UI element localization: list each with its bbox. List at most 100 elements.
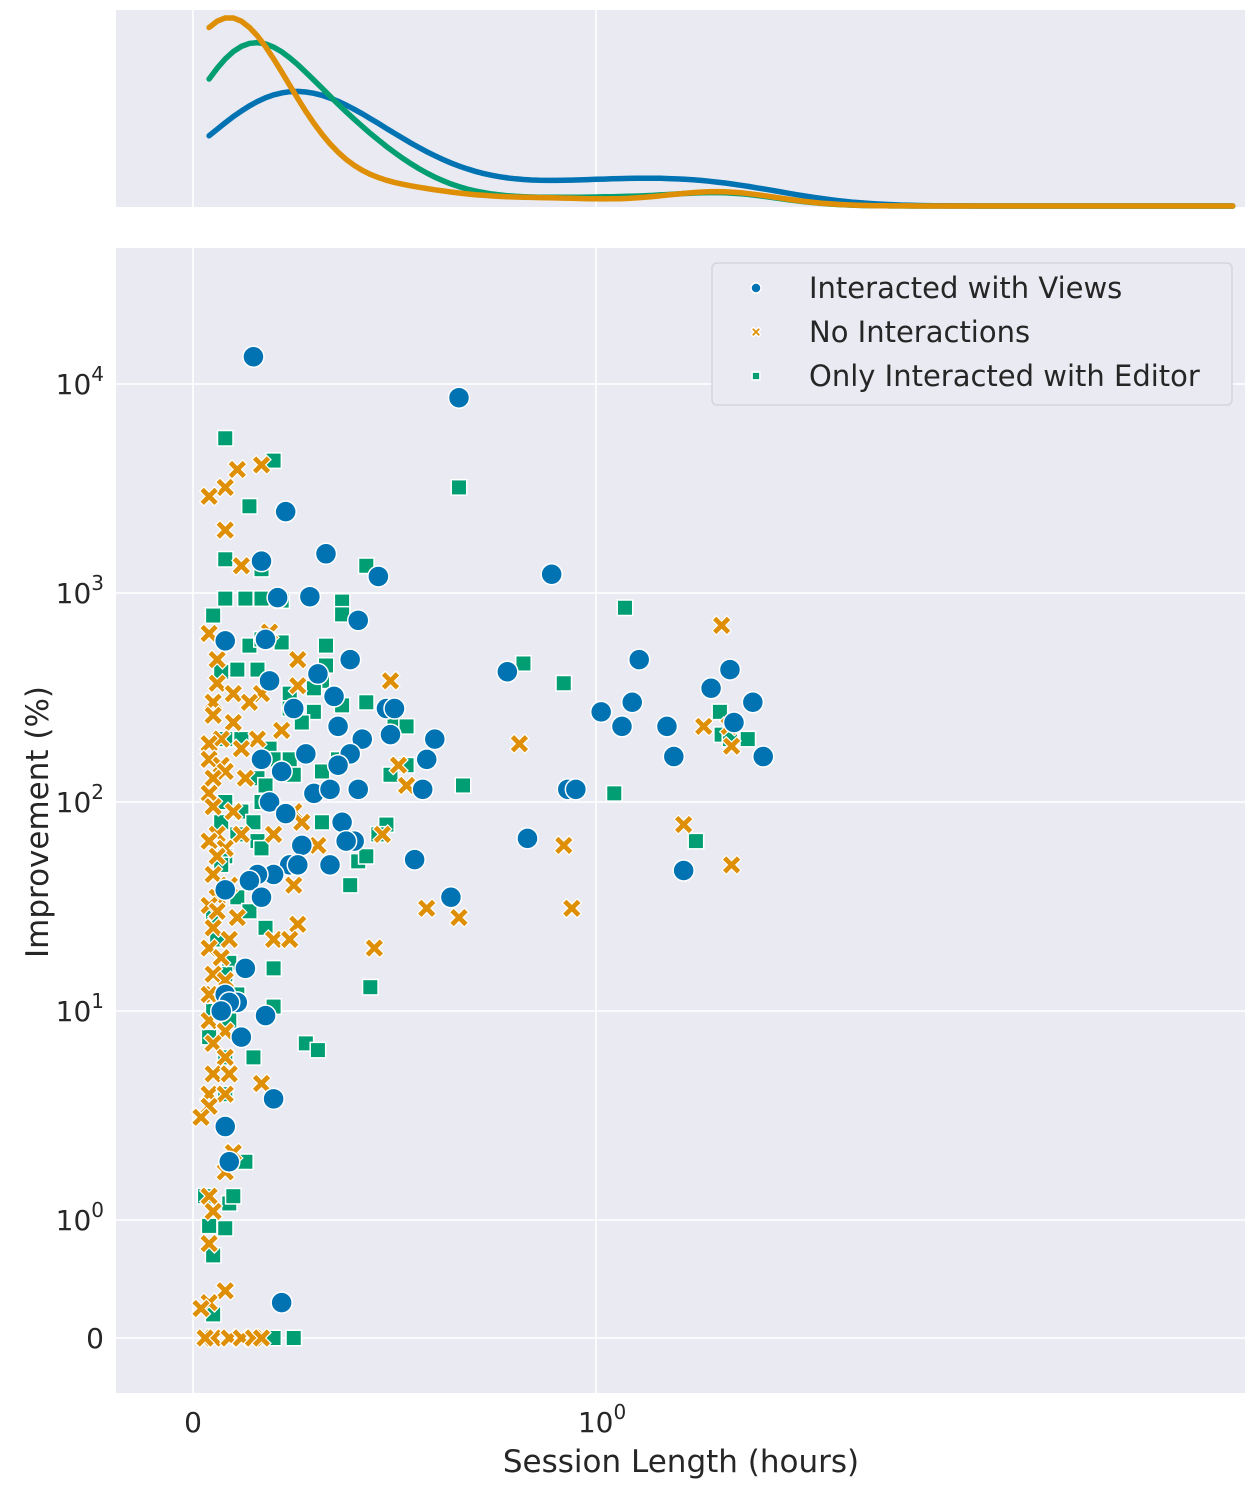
point-no-interactions [206,900,228,922]
point-interacted-with-views [258,790,281,814]
point-interacted-with-views [589,700,613,724]
point-only-editor [309,1041,327,1059]
point-no-interactions [202,1033,224,1054]
legend-label: No Interactions [809,315,1030,349]
point-only-editor [253,839,271,857]
point-interacted-with-views [379,723,402,746]
marginal-density-panel [116,10,1245,209]
point-only-editor [555,674,573,692]
point-no-interactions [721,854,742,876]
point-no-interactions [283,874,305,896]
point-interacted-with-views [330,811,354,834]
point-interacted-with-views [250,748,273,771]
y-tick-label: 101 [56,989,104,1028]
point-interacted-with-views [238,869,261,892]
point-no-interactions [235,767,256,789]
y-tick-labels: 0 100 101 102 103 104 [56,362,104,1355]
legend: Interacted with Views No Interactions Only… [711,262,1233,406]
scatter-panel: 0 100 101 102 103 104 0 100 [56,248,1245,1439]
point-no-interactions [218,929,240,950]
point-interacted-with-views [254,1004,277,1027]
point-no-interactions [210,947,232,968]
point-only-editor [244,1048,262,1066]
point-no-interactions [202,704,224,726]
x-tick-labels: 0 100 [184,1400,626,1439]
point-interacted-with-views [218,1150,241,1173]
point-only-editor [450,478,468,496]
point-interacted-with-views [262,1087,285,1111]
point-interacted-with-views [286,853,310,877]
x-tick-label: 100 [578,1400,626,1439]
y-tick-label: 102 [56,780,104,819]
legend-item: Only Interacted with Editor [751,359,1200,393]
point-no-interactions [231,555,252,577]
point-interacted-with-views [367,565,390,588]
point-no-interactions [553,835,575,856]
point-interacted-with-views [250,549,273,573]
point-no-interactions [198,486,220,507]
point-only-editor [200,1217,218,1235]
point-interacted-with-views [564,778,588,801]
point-only-editor [236,590,254,608]
point-only-editor [398,717,416,735]
point-interacted-with-views [266,586,289,609]
point-no-interactions [218,1063,240,1085]
point-no-interactions [202,1201,224,1222]
point-interacted-with-views [383,697,406,720]
point-only-editor [216,1219,234,1237]
point-interacted-with-views [298,585,322,608]
point-interacted-with-views [722,711,746,734]
point-no-interactions [279,929,301,950]
point-interacted-with-views [294,742,318,766]
x-axis-label: Session Length (hours) [503,1444,859,1480]
point-interacted-with-views [306,662,330,686]
point-interacted-with-views [403,848,426,871]
point-no-interactions [721,735,742,757]
point-interacted-with-views [672,859,695,882]
point-no-interactions [226,907,248,928]
point-interacted-with-views [351,727,374,751]
point-no-interactions [190,1298,212,1319]
point-no-interactions [416,897,438,919]
point-no-interactions [509,733,530,755]
point-only-editor [313,813,331,831]
point-interacted-with-views [439,886,463,909]
point-no-interactions [561,897,583,919]
point-only-editor [240,497,258,515]
legend-marker [750,282,762,294]
y-tick-label: 103 [56,571,104,610]
point-only-editor [357,693,375,711]
point-no-interactions [239,691,260,713]
point-no-interactions [291,811,313,833]
point-no-interactions [263,824,284,845]
point-interacted-with-views [334,829,358,853]
point-only-editor [216,550,234,568]
point-interacted-with-views [718,658,742,681]
legend-label: Only Interacted with Editor [809,359,1200,393]
point-no-interactions [251,1327,272,1349]
point-no-interactions [251,454,272,476]
point-interacted-with-views [415,748,438,771]
point-interacted-with-views [213,878,237,902]
point-interacted-with-views [274,500,297,523]
point-only-editor [224,1187,242,1205]
point-interacted-with-views [314,542,338,566]
point-only-editor [317,637,335,655]
point-no-interactions [271,720,293,741]
point-no-interactions [372,824,393,845]
point-only-editor [265,959,283,977]
point-only-editor [285,1329,303,1347]
point-only-editor [341,876,359,894]
point-no-interactions [222,801,244,822]
density-curves [206,15,1236,209]
point-interacted-with-views [326,753,350,777]
point-no-interactions [222,712,244,733]
point-no-interactions [231,738,252,759]
point-only-editor [361,978,379,996]
point-no-interactions [214,519,236,541]
point-no-interactions [711,615,732,636]
point-interacted-with-views [496,660,519,683]
point-only-editor [244,813,262,831]
point-no-interactions [448,907,470,928]
